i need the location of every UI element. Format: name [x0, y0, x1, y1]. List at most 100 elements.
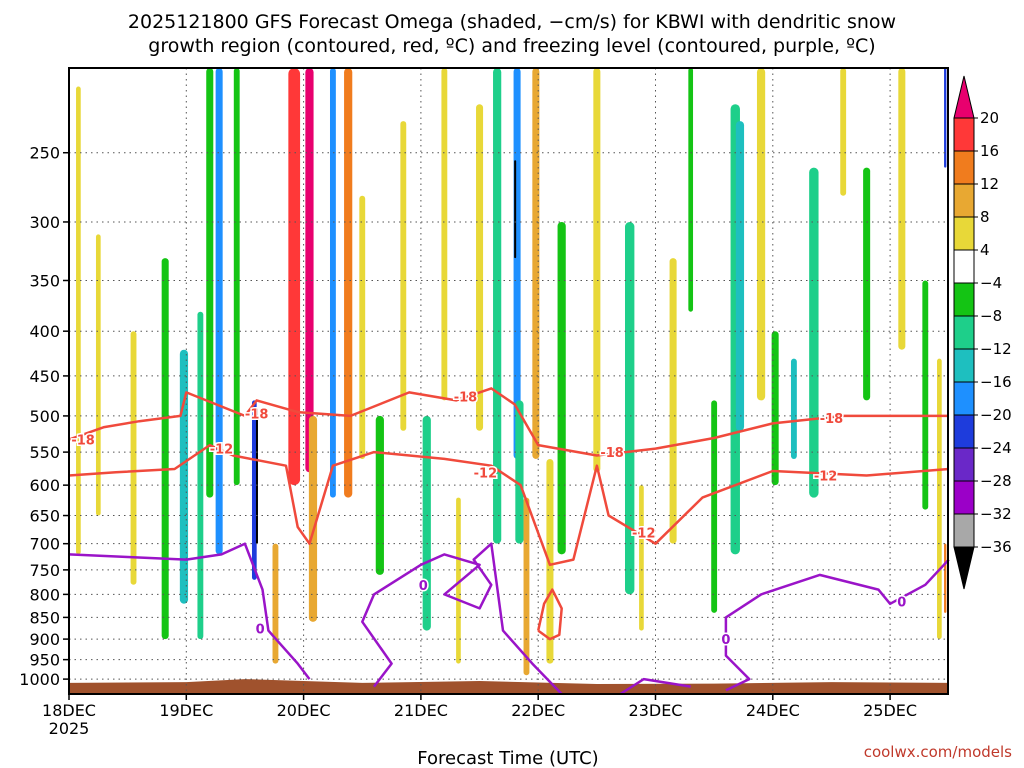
omega-cell — [130, 331, 137, 585]
omega-cell — [756, 68, 766, 401]
plot-frame — [68, 67, 949, 695]
y-tick-label: 400 — [29, 322, 60, 341]
y-tick-label: 450 — [29, 367, 60, 386]
contour-label: -12 — [474, 466, 498, 481]
omega-cell — [898, 68, 906, 350]
x-tick-sublabel: 2025 — [49, 719, 90, 738]
omega-cell — [255, 408, 258, 544]
freezing-level-contour — [68, 542, 311, 680]
omega-cell — [809, 167, 819, 498]
contour-label: 0 — [897, 595, 906, 610]
contour-label: -18 — [71, 433, 95, 448]
omega-cell — [711, 400, 718, 613]
axes: 250 300 350 400 450 500 550 600 650 700 750 800 850 9… — [19, 67, 949, 738]
colorbar-segment — [953, 249, 975, 284]
omega-cell — [272, 543, 279, 664]
colorbar-bottom-arrow — [953, 546, 975, 590]
contour-label: -18 — [820, 412, 844, 427]
colorbar-label: 20 — [980, 109, 999, 127]
colorbar-top-arrow — [953, 75, 975, 119]
omega-cell — [937, 358, 942, 640]
omega-cell — [944, 543, 947, 613]
contour-label: -18 — [245, 408, 269, 423]
y-tick-label: 300 — [29, 213, 60, 232]
omega-cell — [308, 415, 318, 622]
colorbar-label: −12 — [980, 340, 1012, 358]
contour-label: -12 — [632, 527, 656, 542]
colorbar-label: −4 — [980, 274, 1002, 292]
colorbar-segment — [953, 117, 975, 152]
plot-area — [69, 68, 949, 694]
x-tick-label: 21DEC — [394, 701, 448, 720]
omega-cell — [593, 68, 601, 473]
y-tick-label: 850 — [29, 608, 60, 627]
colorbar-label: 12 — [980, 175, 999, 193]
omega-cell — [344, 68, 353, 498]
y-tick-label: 950 — [29, 651, 60, 670]
omega-cell — [359, 195, 366, 459]
credit-link[interactable]: coolwx.com/models — [864, 743, 1012, 761]
colorbar-segment — [953, 216, 975, 251]
omega-cell — [669, 258, 677, 544]
colorbar-label: −8 — [980, 307, 1002, 325]
omega-cell — [441, 68, 448, 401]
omega-cell — [95, 234, 101, 516]
x-axis-label: Forecast Time (UTC) — [417, 748, 598, 768]
omega-cell — [161, 258, 169, 640]
dendritic-contour — [68, 387, 949, 457]
omega-cell — [400, 121, 407, 431]
omega-cell — [639, 485, 644, 631]
omega-cell — [233, 68, 240, 486]
colorbar-segment — [953, 381, 975, 416]
colorbar-segment — [953, 183, 975, 218]
plot-background — [69, 68, 948, 694]
y-tick-label: 600 — [29, 476, 60, 495]
colorbar-label: 4 — [980, 241, 990, 259]
omega-cell — [523, 497, 530, 676]
y-tick-label: 700 — [29, 535, 60, 554]
omega-cell — [771, 331, 779, 486]
x-tick-label: 22DEC — [511, 701, 565, 720]
colorbar-label: −28 — [980, 472, 1012, 490]
contours: -18 -18 -18 -18 -18 -12 -12 -12 -12 0 0 0 0 — [68, 387, 950, 696]
colorbar-label: 8 — [980, 208, 990, 226]
omega-cell — [493, 68, 502, 544]
gridlines — [69, 68, 948, 694]
omega-cell — [305, 68, 314, 473]
omega-cell — [456, 497, 461, 664]
x-tick-label: 23DEC — [629, 701, 683, 720]
colorbar-segment — [953, 348, 975, 383]
omega-cell — [514, 160, 517, 259]
omega-cell — [197, 311, 204, 640]
x-tick-label: 19DEC — [159, 701, 213, 720]
contour-label: 0 — [721, 633, 730, 648]
colorbar-label: 16 — [980, 142, 999, 160]
colorbar-label: −36 — [980, 538, 1012, 556]
omega-cell — [735, 121, 745, 431]
omega-cell — [375, 415, 384, 575]
omega-cell — [515, 400, 524, 544]
colorbar-segment — [953, 513, 975, 548]
omega-cell — [476, 104, 484, 431]
colorbar-segment — [953, 447, 975, 482]
omega-cell — [251, 400, 257, 580]
omega-cell — [329, 68, 336, 498]
freezing-level-contour — [619, 677, 691, 696]
contour-label: -18 — [454, 390, 478, 405]
colorbar-segment — [953, 282, 975, 317]
colorbar-label: −20 — [980, 406, 1012, 424]
omega-cell — [288, 68, 301, 486]
y-tick-label: 900 — [29, 630, 60, 649]
chart-title-line2: growth region (contoured, red, ºC) and f… — [148, 35, 875, 57]
contour-label: -18 — [600, 446, 624, 461]
x-tick-label: 25DEC — [863, 701, 917, 720]
freezing-level-contour — [361, 542, 563, 695]
contour-label: 0 — [419, 579, 428, 594]
omega-cell — [840, 68, 847, 196]
x-tick-label: 24DEC — [746, 701, 800, 720]
y-tick-label: 350 — [29, 271, 60, 290]
colorbar-segment — [953, 150, 975, 185]
chart-title-line1: 2025121800 GFS Forecast Omega (shaded, −… — [128, 11, 896, 33]
colorbar: 20 16 12 8 4 −4 −8 −12 −16 −20 −24 −28 −32 −36 — [953, 75, 1012, 590]
